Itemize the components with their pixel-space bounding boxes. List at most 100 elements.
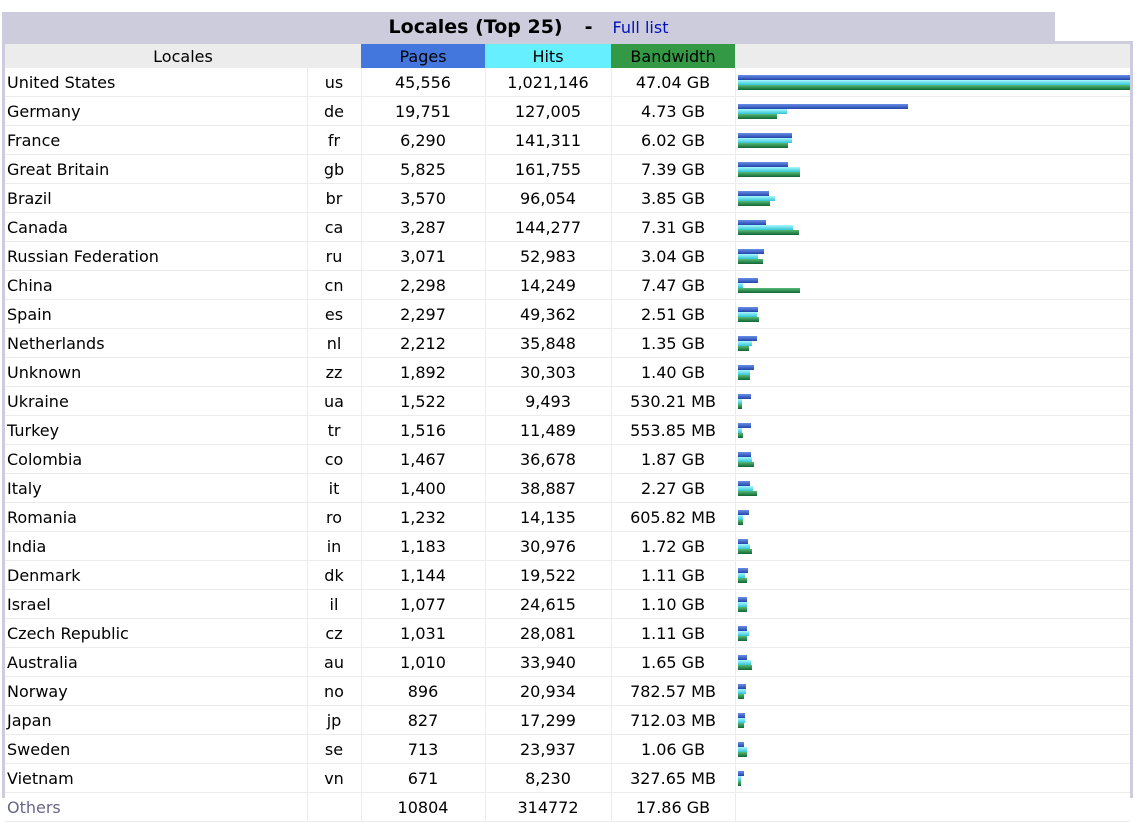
bar-graph-cell	[734, 618, 1130, 648]
pages-value: 671	[360, 763, 485, 793]
bandwidth-bar	[737, 751, 747, 757]
pages-value: 6,290	[360, 125, 485, 155]
locale-code: cz	[306, 618, 361, 648]
locale-name: Norway	[5, 676, 307, 706]
header-bandwidth: Bandwidth	[611, 44, 735, 68]
bar-graph-cell	[734, 270, 1130, 300]
bandwidth-value: 7.31 GB	[610, 212, 735, 242]
table-row: Denmark dk 1,144 19,522 1.11 GB	[5, 560, 1130, 590]
pages-bar	[737, 480, 750, 486]
pages-bar	[737, 422, 751, 428]
hits-value: 35,848	[484, 328, 611, 358]
hits-bar	[737, 398, 742, 404]
bandwidth-value: 1.11 GB	[610, 618, 735, 648]
bar-graph-cell	[734, 299, 1130, 329]
pages-value: 2,212	[360, 328, 485, 358]
locale-code: it	[306, 473, 361, 503]
bandwidth-bar	[737, 577, 747, 583]
hits-bar	[737, 659, 751, 665]
locale-code: ru	[306, 241, 361, 271]
pages-value: 1,522	[360, 386, 485, 416]
locale-code: us	[306, 68, 361, 97]
pages-bar	[737, 596, 747, 602]
locale-code: co	[306, 444, 361, 474]
table-row: Japan jp 827 17,299 712.03 MB	[5, 705, 1130, 735]
pages-value: 1,400	[360, 473, 485, 503]
hits-bar	[737, 688, 746, 694]
bandwidth-value: 1.10 GB	[610, 589, 735, 619]
bandwidth-value: 1.11 GB	[610, 560, 735, 590]
locale-code: de	[306, 96, 361, 126]
bandwidth-value: 530.21 MB	[610, 386, 735, 416]
hits-value: 52,983	[484, 241, 611, 271]
pages-bar	[737, 567, 748, 573]
bandwidth-bar	[737, 548, 752, 554]
bandwidth-bar	[737, 200, 770, 206]
locale-code: gb	[306, 154, 361, 184]
bandwidth-value: 712.03 MB	[610, 705, 735, 735]
locale-code: vn	[306, 763, 361, 793]
locale-name: Australia	[5, 647, 307, 677]
table-row: Romania ro 1,232 14,135 605.82 MB	[5, 502, 1130, 532]
table-body: United States us 45,556 1,021,146 47.04 GB Ge…	[5, 68, 1130, 822]
bandwidth-bar	[737, 229, 799, 235]
bar-graph-cell	[734, 502, 1130, 532]
others-bandwidth: 17.86 GB	[610, 792, 735, 822]
hits-value: 9,493	[484, 386, 611, 416]
bar-graph-cell	[734, 560, 1130, 590]
table-row: Italy it 1,400 38,887 2.27 GB	[5, 473, 1130, 503]
locale-name: Canada	[5, 212, 307, 242]
locale-name: Great Britain	[5, 154, 307, 184]
pages-bar	[737, 451, 751, 457]
bar-graph-cell	[734, 212, 1130, 242]
pages-value: 2,297	[360, 299, 485, 329]
pages-bar	[737, 277, 758, 283]
pages-value: 827	[360, 705, 485, 735]
bandwidth-bar	[737, 113, 777, 119]
bandwidth-bar	[737, 171, 800, 177]
bandwidth-value: 3.04 GB	[610, 241, 735, 271]
bandwidth-bar	[737, 664, 752, 670]
locale-name: Russian Federation	[5, 241, 307, 271]
hits-value: 28,081	[484, 618, 611, 648]
table-row: Unknown zz 1,892 30,303 1.40 GB	[5, 357, 1130, 387]
hits-value: 33,940	[484, 647, 611, 677]
pages-bar	[737, 683, 746, 689]
locale-code: il	[306, 589, 361, 619]
bar-graph-cell	[734, 357, 1130, 387]
bar-graph-cell	[734, 647, 1130, 677]
locale-code: cn	[306, 270, 361, 300]
bar-graph-cell	[734, 473, 1130, 503]
hits-bar	[737, 485, 753, 491]
pages-value: 3,071	[360, 241, 485, 271]
table-row: Russian Federation ru 3,071 52,983 3.04 GB	[5, 241, 1130, 271]
hits-value: 11,489	[484, 415, 611, 445]
hits-value: 161,755	[484, 154, 611, 184]
locale-name: Italy	[5, 473, 307, 503]
hits-bar	[737, 253, 758, 259]
bandwidth-value: 1.65 GB	[610, 647, 735, 677]
pages-value: 1,467	[360, 444, 485, 474]
pages-value: 1,183	[360, 531, 485, 561]
hits-bar	[737, 340, 752, 346]
hits-value: 36,678	[484, 444, 611, 474]
others-bar-cell	[734, 792, 1130, 822]
table-row: Spain es 2,297 49,362 2.51 GB	[5, 299, 1130, 329]
table-row: India in 1,183 30,976 1.72 GB	[5, 531, 1130, 561]
bandwidth-bar	[737, 432, 743, 438]
full-list-link[interactable]: Full list	[612, 17, 669, 37]
pages-value: 1,144	[360, 560, 485, 590]
bandwidth-bar	[737, 316, 759, 322]
bandwidth-value: 1.72 GB	[610, 531, 735, 561]
pages-bar	[737, 625, 747, 631]
pages-bar	[737, 132, 792, 138]
locale-code: nl	[306, 328, 361, 358]
others-label: Others	[5, 792, 307, 822]
table-row-others: Others 10804 314772 17.86 GB	[5, 792, 1130, 822]
pages-bar	[737, 393, 751, 399]
locale-code: in	[306, 531, 361, 561]
hits-value: 19,522	[484, 560, 611, 590]
others-code	[306, 792, 361, 822]
bandwidth-bar	[737, 142, 788, 148]
bandwidth-value: 7.47 GB	[610, 270, 735, 300]
